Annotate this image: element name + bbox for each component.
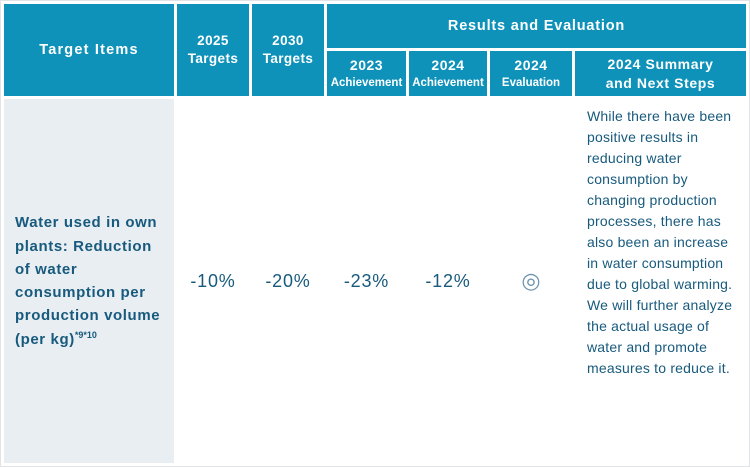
col-header-2024-evaluation-label: Evaluation bbox=[501, 76, 561, 89]
col-header-2024-evaluation: 2024 Evaluation bbox=[490, 51, 572, 96]
col-header-2024-achievement: 2024 Achievement bbox=[409, 51, 487, 96]
cell-2025-target: -10% bbox=[177, 99, 249, 463]
cell-2024-achievement: -12% bbox=[409, 99, 487, 463]
cell-2030-target: -20% bbox=[252, 99, 324, 463]
col-header-2024-summary-next-steps: 2024 Summary and Next Steps bbox=[575, 51, 746, 96]
evaluation-mark: ◎ bbox=[521, 268, 541, 293]
target-item-main: Water used in own plants: Reduction of w… bbox=[15, 214, 161, 348]
col-header-2024-achievement-label: Achievement bbox=[412, 76, 484, 89]
target-item-text: Water used in own plants: Reduction of w… bbox=[15, 211, 163, 351]
col-header-target-items: Target Items bbox=[4, 4, 174, 96]
col-header-2030-targets: 2030 Targets bbox=[252, 4, 324, 96]
col-header-2023-achievement: 2023 Achievement bbox=[327, 51, 406, 96]
col-header-2023-achievement-year: 2023 bbox=[349, 57, 384, 74]
col-header-2024-achievement-year: 2024 bbox=[431, 57, 465, 74]
table-grid: Target Items 2025 Targets 2030 Targets R… bbox=[4, 4, 746, 463]
col-header-2024-evaluation-year: 2024 bbox=[514, 57, 548, 74]
col-header-2025-targets: 2025 Targets bbox=[177, 4, 249, 96]
footnote-marker: *9*10 bbox=[74, 329, 97, 340]
cell-2024-evaluation: ◎ bbox=[490, 99, 572, 463]
cell-target-item: Water used in own plants: Reduction of w… bbox=[4, 99, 174, 463]
summary-text: While there have been positive results i… bbox=[587, 108, 733, 376]
col-header-results-and-evaluation: Results and Evaluation bbox=[327, 4, 746, 48]
cell-2024-summary: While there have been positive results i… bbox=[575, 99, 746, 463]
col-header-2023-achievement-label: Achievement bbox=[330, 76, 403, 89]
cell-2023-achievement: -23% bbox=[327, 99, 406, 463]
